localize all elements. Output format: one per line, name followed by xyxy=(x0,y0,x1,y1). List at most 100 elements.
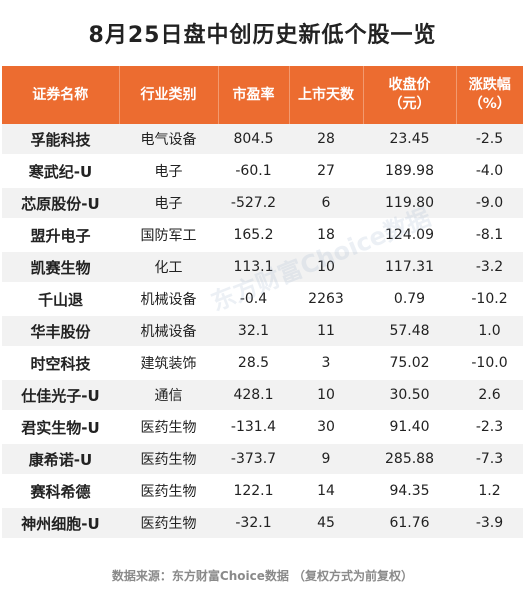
cell-pe: 113.1 xyxy=(218,251,289,284)
table-row: 寒武纪-U 电子 -60.1 27 189.98 -4.0 xyxy=(2,155,523,188)
table-row: 赛科希德 医药生物 122.1 14 94.35 1.2 xyxy=(2,475,523,508)
cell-pe: 804.5 xyxy=(218,124,289,156)
cell-pe: 32.1 xyxy=(218,315,289,348)
cell-pe: 428.1 xyxy=(218,379,289,412)
cell-pe: 28.5 xyxy=(218,347,289,380)
header-industry: 行业类别 xyxy=(119,66,219,124)
cell-days: 3 xyxy=(289,347,363,380)
header-close: 收盘价 （元） xyxy=(363,66,457,124)
cell-industry: 电子 xyxy=(119,155,218,188)
cell-days: 18 xyxy=(289,219,363,252)
cell-change: -7.3 xyxy=(456,443,523,476)
header-unit: （元） xyxy=(388,96,431,112)
header-label: 上市天数 xyxy=(298,86,354,103)
cell-close: 189.98 xyxy=(363,155,456,188)
table-row: 时空科技 建筑装饰 28.5 3 75.02 -10.0 xyxy=(2,347,523,380)
table-row: 君实生物-U 医药生物 -131.4 30 91.40 -2.3 xyxy=(2,411,523,444)
cell-change: 1.0 xyxy=(456,315,523,348)
table-row: 芯原股份-U 电子 -527.2 6 119.80 -9.0 xyxy=(2,187,523,220)
table-row: 凯赛生物 化工 113.1 10 117.31 -3.2 xyxy=(2,251,523,284)
cell-change: -4.0 xyxy=(456,155,523,188)
cell-name: 赛科希德 xyxy=(2,475,119,508)
header-label: 证券名称 xyxy=(32,86,89,103)
cell-days: 28 xyxy=(289,124,363,156)
cell-days: 30 xyxy=(289,411,363,444)
cell-industry: 电子 xyxy=(119,187,218,220)
cell-change: 1.2 xyxy=(456,475,523,508)
cell-change: -8.1 xyxy=(456,219,523,252)
cell-change: -10.0 xyxy=(456,347,523,380)
cell-industry: 医药生物 xyxy=(119,443,218,476)
cell-days: 45 xyxy=(289,507,363,540)
cell-close: 75.02 xyxy=(363,347,456,380)
cell-change: -3.9 xyxy=(456,507,523,540)
cell-close: 117.31 xyxy=(363,251,456,284)
cell-industry: 建筑装饰 xyxy=(119,347,218,380)
cell-pe: -0.4 xyxy=(218,283,289,316)
cell-change: -2.5 xyxy=(456,124,523,156)
cell-industry: 医药生物 xyxy=(119,411,218,444)
cell-name: 孚能科技 xyxy=(2,124,119,156)
cell-industry: 化工 xyxy=(119,251,218,284)
table-body: 孚能科技 电气设备 804.5 28 23.45 -2.5 寒武纪-U 电子 -60.1 27 18… xyxy=(2,124,523,540)
table-row: 神州细胞-U 医药生物 -32.1 45 61.76 -3.9 xyxy=(2,507,523,540)
header-row: 证券名称 行业类别 市盈率 上市天数 收盘价 （元） 涨跌幅 （%） xyxy=(2,66,523,124)
cell-close: 23.45 xyxy=(363,124,456,156)
header-days: 上市天数 xyxy=(289,66,364,124)
cell-close: 57.48 xyxy=(363,315,456,348)
cell-industry: 通信 xyxy=(119,379,218,412)
cell-name: 寒武纪-U xyxy=(2,155,119,188)
cell-industry: 医药生物 xyxy=(119,507,218,540)
cell-pe: 122.1 xyxy=(218,475,289,508)
cell-name: 君实生物-U xyxy=(2,411,119,444)
table-row: 华丰股份 机械设备 32.1 11 57.48 1.0 xyxy=(2,315,523,348)
cell-days: 27 xyxy=(289,155,363,188)
cell-days: 10 xyxy=(289,251,363,284)
stock-table: 证券名称 行业类别 市盈率 上市天数 收盘价 （元） 涨跌幅 （%） 孚能科技 电气设备 804.… xyxy=(2,66,523,540)
cell-name: 千山退 xyxy=(2,283,119,316)
header-pe: 市盈率 xyxy=(218,66,290,124)
cell-days: 10 xyxy=(289,379,363,412)
cell-name: 仕佳光子-U xyxy=(2,379,119,412)
cell-days: 6 xyxy=(289,187,363,220)
page-title: 8月25日盘中创历史新低个股一览 xyxy=(88,23,437,48)
header-label: 涨跌幅 xyxy=(468,77,511,93)
cell-close: 285.88 xyxy=(363,443,456,476)
cell-name: 盟升电子 xyxy=(2,219,119,252)
cell-close: 124.09 xyxy=(363,219,456,252)
header-label: 收盘价 xyxy=(388,77,431,93)
cell-pe: -32.1 xyxy=(218,507,289,540)
cell-days: 11 xyxy=(289,315,363,348)
cell-change: -2.3 xyxy=(456,411,523,444)
cell-pe: -60.1 xyxy=(218,155,289,188)
cell-days: 2263 xyxy=(289,283,363,316)
cell-close: 30.50 xyxy=(363,379,456,412)
table-row: 仕佳光子-U 通信 428.1 10 30.50 2.6 xyxy=(2,379,523,412)
cell-name: 芯原股份-U xyxy=(2,187,119,220)
header-unit: （%） xyxy=(468,96,511,112)
cell-close: 119.80 xyxy=(363,187,456,220)
cell-pe: -131.4 xyxy=(218,411,289,444)
cell-change: -9.0 xyxy=(456,187,523,220)
cell-industry: 医药生物 xyxy=(119,475,218,508)
table-row: 康希诺-U 医药生物 -373.7 9 285.88 -7.3 xyxy=(2,443,523,476)
cell-close: 91.40 xyxy=(363,411,456,444)
cell-close: 61.76 xyxy=(363,507,456,540)
cell-change: 2.6 xyxy=(456,379,523,412)
cell-name: 神州细胞-U xyxy=(2,507,119,540)
cell-name: 华丰股份 xyxy=(2,315,119,348)
cell-industry: 机械设备 xyxy=(119,283,218,316)
header-name: 证券名称 xyxy=(2,66,120,124)
cell-pe: 165.2 xyxy=(218,219,289,252)
cell-change: -10.2 xyxy=(456,283,523,316)
cell-close: 0.79 xyxy=(363,283,456,316)
table-row: 孚能科技 电气设备 804.5 28 23.45 -2.5 xyxy=(2,124,523,156)
cell-name: 康希诺-U xyxy=(2,443,119,476)
table-header: 证券名称 行业类别 市盈率 上市天数 收盘价 （元） 涨跌幅 （%） xyxy=(2,66,523,124)
cell-industry: 机械设备 xyxy=(119,315,218,348)
cell-days: 14 xyxy=(289,475,363,508)
header-label: 行业类别 xyxy=(140,86,197,103)
cell-name: 时空科技 xyxy=(2,347,119,380)
data-source-note: 数据来源：东方财富Choice数据 （复权方式为前复权） xyxy=(111,568,414,583)
cell-pe: -527.2 xyxy=(218,187,289,220)
